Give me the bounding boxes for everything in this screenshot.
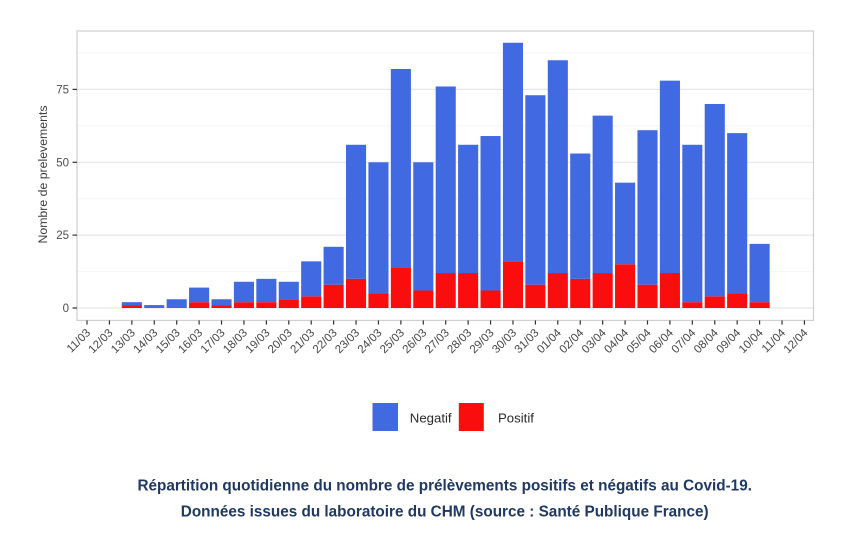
svg-text:Nombre de prelevements: Nombre de prelevements [36, 105, 50, 243]
svg-text:75: 75 [56, 84, 69, 96]
svg-text:Données issues du laboratoire: Données issues du laboratoire du CHM (so… [181, 503, 709, 520]
svg-text:Negatif: Negatif [410, 410, 452, 425]
svg-text:Répartition quotidienne du nom: Répartition quotidienne du nombre de pré… [137, 478, 752, 495]
svg-text:25: 25 [56, 230, 69, 242]
svg-text:50: 50 [56, 157, 69, 169]
svg-text:Positif: Positif [498, 410, 534, 425]
svg-text:0: 0 [63, 303, 69, 315]
